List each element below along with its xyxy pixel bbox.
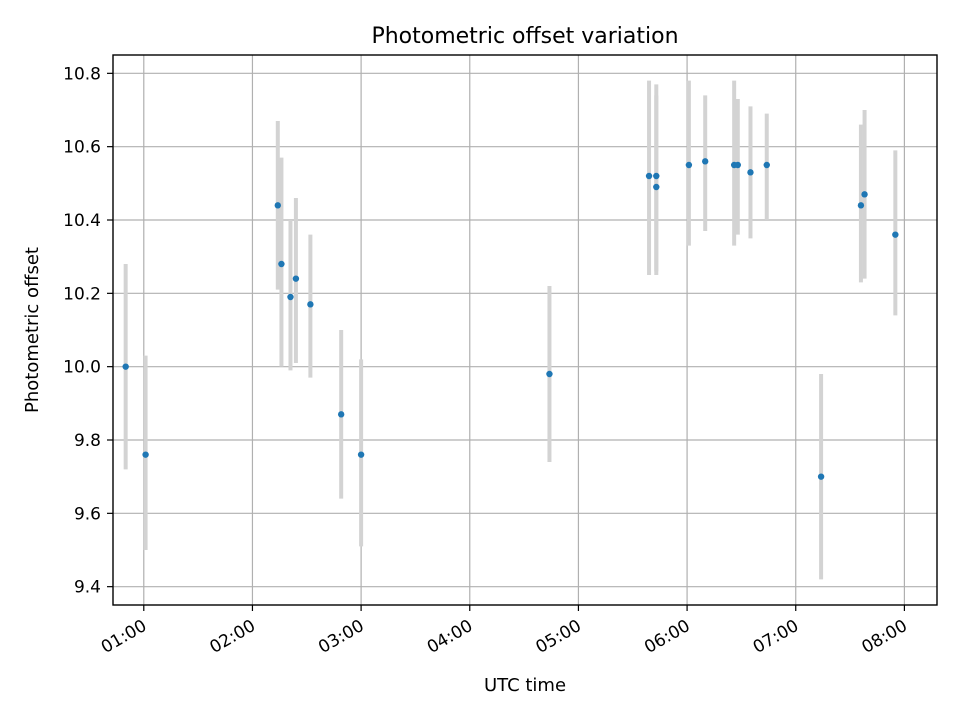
data-point [546,370,553,378]
y-tick-label: 10.6 [63,138,101,158]
x-tick-label: 01:00 [98,616,150,658]
error-bars [123,80,898,580]
gridlines [113,55,937,605]
y-axis-ticks: 9.4 9.6 9.8 10.0 10.2 10.4 10.6 10.8 [63,64,113,598]
data-point [357,451,365,458]
x-tick-label: 03:00 [315,616,367,658]
data-point [763,161,770,169]
data-point [653,172,660,180]
x-tick-label: 02:00 [207,616,259,658]
data-point [701,158,709,165]
data-point [274,202,281,209]
data-points [122,158,899,480]
data-point [747,169,754,176]
x-tick-label: 04:00 [424,616,476,658]
data-point [287,293,294,301]
data-point [142,451,149,458]
x-tick-label: 06:00 [641,616,693,658]
data-point [337,411,345,418]
data-point [653,183,660,191]
data-point [278,260,285,268]
data-point [892,231,899,238]
y-tick-label: 10.8 [63,64,101,84]
y-tick-label: 9.8 [74,431,101,451]
data-point [645,172,653,180]
data-point [122,363,129,370]
data-point [861,191,868,198]
data-point [857,202,865,209]
data-point [817,473,825,480]
y-tick-label: 10.2 [63,284,101,304]
y-tick-label: 9.6 [74,504,101,524]
data-point [734,161,741,169]
data-point [685,161,693,169]
chart-title: Photometric offset variation [371,24,678,49]
x-axis-label: UTC time [484,675,566,696]
data-point [307,301,314,308]
y-tick-label: 10.0 [63,358,101,378]
plot-frame [112,54,938,606]
y-axis-label: Photometric offset [22,247,43,413]
data-point [292,275,300,282]
x-axis-ticks: 01:00 02:00 03:00 04:00 05:00 06:00 07:00 08:00 [98,605,911,658]
y-tick-label: 9.4 [74,578,101,598]
x-tick-label: 08:00 [858,616,910,658]
y-tick-label: 10.4 [63,211,101,231]
x-tick-label: 05:00 [532,616,584,658]
x-tick-label: 07:00 [750,616,802,658]
